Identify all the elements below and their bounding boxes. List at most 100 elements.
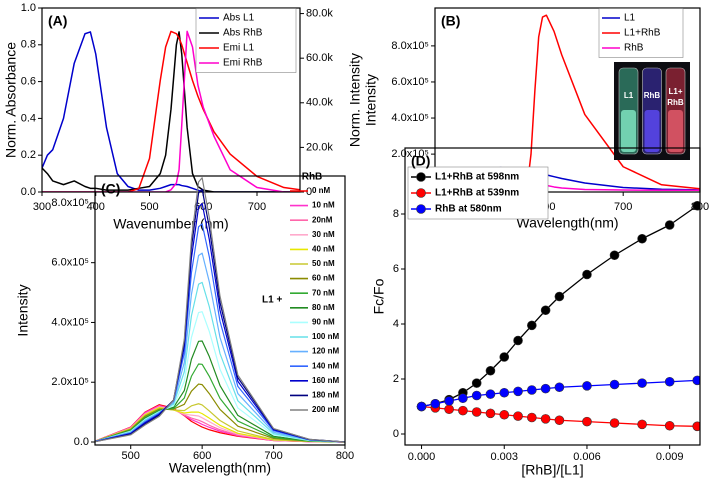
legend-label: Abs RhB: [223, 28, 263, 39]
marker: [554, 382, 565, 393]
marker: [527, 412, 537, 423]
plot-area: [42, 30, 300, 192]
y-tick-label: 4.0x10⁵: [391, 112, 429, 124]
x-tick-label: 500: [122, 450, 140, 462]
series-line: [421, 379, 698, 408]
series-line: [95, 202, 345, 443]
series-line: [95, 407, 345, 443]
marker: [471, 378, 482, 388]
legend-label: 30 nM: [312, 230, 335, 239]
x-tick-label: 0.000: [408, 451, 436, 463]
x-tick-label: 700: [614, 201, 632, 213]
y2-tick-label: 0: [306, 186, 312, 198]
marker: [485, 389, 496, 399]
legend-label: Abs L1: [223, 13, 255, 24]
marker: [513, 386, 523, 397]
y-axis-label: Intensity: [363, 74, 379, 126]
y-tick-label: 8.0x10⁵: [391, 40, 429, 52]
legend-label: 160 nM: [312, 376, 339, 385]
legend-label: 100 nM: [312, 332, 339, 341]
marker: [609, 418, 620, 428]
y-tick-label: 0.2: [21, 149, 36, 161]
marker: [540, 383, 551, 394]
y-tick-label: 0.0: [74, 436, 89, 448]
y-axis-label: Intensity: [15, 284, 31, 336]
y-tick-label: 1.0: [21, 2, 36, 14]
x-tick-label: 400: [87, 201, 105, 213]
legend-label: L1+RhB: [624, 28, 661, 39]
marker: [664, 220, 675, 230]
marker: [485, 365, 496, 376]
marker: [540, 414, 551, 424]
panel-label: (C): [101, 181, 120, 197]
y-tick-label: 4.0x10⁵: [51, 316, 89, 328]
y-tick-label: 0.0: [21, 186, 36, 198]
series-line: [421, 405, 698, 427]
legend-title: RhB: [302, 172, 323, 183]
series-line: [95, 188, 345, 443]
series-line: [95, 340, 345, 443]
frame: [434, 7, 701, 193]
legend-label: 70 nM: [312, 288, 335, 297]
marker: [444, 404, 454, 415]
marker: [499, 352, 510, 362]
frame: [41, 7, 301, 193]
legend-label: L1+RhB at 539nm: [435, 188, 519, 199]
series-line: [95, 281, 345, 443]
legend-label: 90 nM: [312, 318, 335, 327]
marker: [692, 421, 700, 432]
y-tick-label: 0.8: [21, 39, 36, 51]
inset-label: RhB: [667, 98, 684, 107]
x-axis-label: Wavelength(nm): [169, 460, 271, 476]
legend-label: Emi RhB: [223, 58, 263, 69]
frame: [404, 147, 701, 446]
series-line: [42, 30, 300, 192]
marker: [582, 416, 592, 427]
plot-area: [95, 177, 345, 443]
marker: [540, 305, 551, 316]
y-tick-label: 4: [393, 318, 399, 330]
vial-glow: [644, 110, 660, 152]
marker: [664, 376, 675, 387]
legend-label: 40 nM: [312, 245, 335, 254]
plot-area: [416, 200, 700, 432]
x-tick-label: 300: [33, 201, 51, 213]
y-tick-label: 8: [393, 208, 399, 220]
legend-marker: [416, 204, 426, 214]
series-line: [95, 252, 345, 443]
marker: [609, 379, 620, 390]
marker: [609, 250, 620, 261]
series-line: [95, 403, 345, 443]
vial-glow: [668, 110, 683, 152]
marker: [444, 396, 454, 406]
marker: [692, 375, 700, 386]
vial-glow: [621, 110, 636, 152]
x-tick-label: 800: [336, 450, 354, 462]
x-tick-label: 700: [264, 450, 282, 462]
legend-label: 180 nM: [312, 391, 339, 400]
legend-label: 120 nM: [312, 347, 339, 356]
y-axis-label: Fc/Fo: [371, 278, 387, 314]
y-tick-label: 0: [393, 428, 399, 440]
inset-label: RhB: [644, 91, 661, 100]
series-line: [95, 223, 345, 443]
y2-tick-label: 60.0k: [306, 52, 333, 64]
legend-label: 140 nM: [312, 361, 339, 370]
y-axis-label: Norm. Absorbance: [3, 42, 19, 158]
marker: [582, 269, 592, 280]
x-tick-label: 0.009: [656, 451, 684, 463]
series-line: [95, 405, 345, 443]
y-tick-label: 2: [393, 373, 399, 385]
legend-label: 10 nM: [312, 201, 335, 210]
legend-box: [195, 8, 297, 73]
y2-tick-label: 40.0k: [306, 97, 333, 109]
marker: [471, 390, 482, 401]
legend-label: 20nM: [312, 215, 333, 224]
marker: [458, 393, 468, 404]
x-axis-label: [RhB]/[L1]: [521, 462, 583, 478]
marker: [499, 409, 510, 420]
series-line: [95, 363, 345, 443]
marker: [554, 415, 565, 426]
y-tick-label: 6.0x10⁵: [51, 257, 89, 269]
series-line: [95, 177, 345, 443]
